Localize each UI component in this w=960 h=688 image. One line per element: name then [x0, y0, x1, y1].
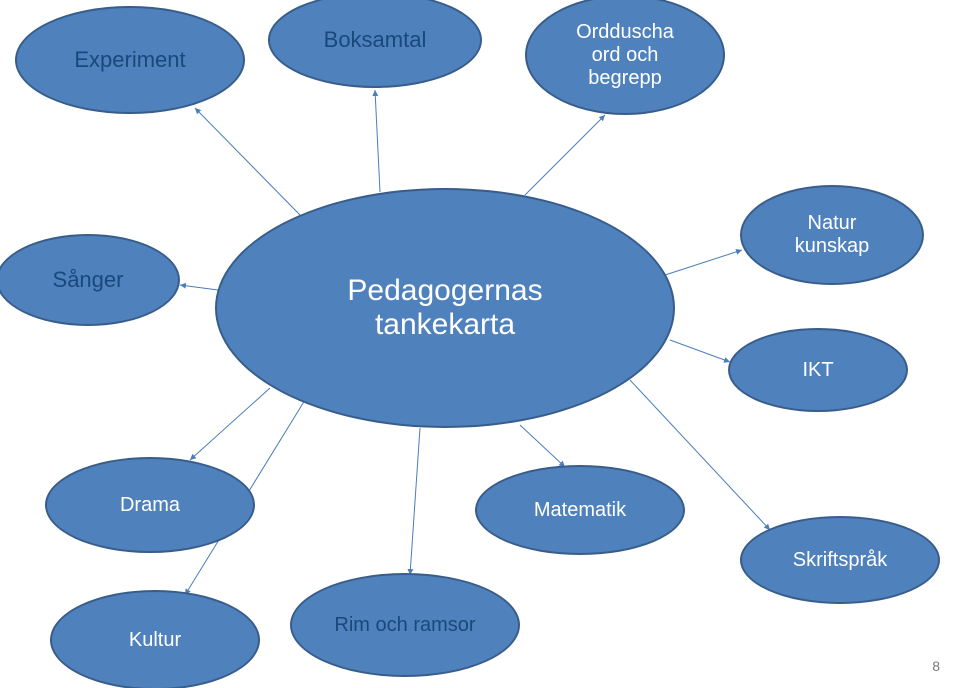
edge-center-ikt — [670, 340, 730, 362]
node-label-matematik: Matematik — [530, 495, 630, 526]
node-kultur: Kultur — [50, 590, 260, 688]
node-rim: Rim och ramsor — [290, 573, 520, 677]
edge-center-drama — [190, 388, 270, 460]
edge-center-experiment — [195, 108, 300, 215]
edge-center-matematik — [520, 425, 565, 467]
node-label-ordduscha: Ordduscha ord och begrepp — [572, 17, 678, 94]
node-ordduscha: Ordduscha ord och begrepp — [525, 0, 725, 115]
node-skriftsprak: Skriftspråk — [740, 516, 940, 604]
node-natur: Natur kunskap — [740, 185, 924, 285]
edge-center-boksamtal — [375, 90, 380, 192]
node-experiment: Experiment — [15, 6, 245, 114]
node-ikt: IKT — [728, 328, 908, 412]
edge-center-ordduscha — [525, 115, 605, 195]
edge-center-rim — [410, 428, 420, 575]
node-matematik: Matematik — [475, 465, 685, 555]
node-label-rim: Rim och ramsor — [330, 610, 479, 641]
node-label-center: Pedagogernas tankekarta — [343, 270, 546, 347]
page-number: 8 — [932, 658, 940, 674]
node-drama: Drama — [45, 457, 255, 553]
mindmap-canvas: Pedagogernas tankekarta Experiment Boksamt… — [0, 0, 960, 688]
node-center: Pedagogernas tankekarta — [215, 188, 675, 428]
node-boksamtal: Boksamtal — [268, 0, 482, 88]
node-label-natur: Natur kunskap — [791, 208, 874, 262]
node-sanger: Sånger — [0, 234, 180, 326]
node-label-skriftsprak: Skriftspråk — [789, 545, 891, 576]
edge-center-sanger — [180, 285, 218, 290]
node-label-ikt: IKT — [798, 355, 837, 386]
node-label-boksamtal: Boksamtal — [320, 23, 431, 56]
node-label-kultur: Kultur — [125, 625, 185, 656]
edge-center-natur — [665, 250, 742, 275]
node-label-sanger: Sånger — [49, 263, 128, 296]
node-label-drama: Drama — [116, 490, 184, 521]
node-label-experiment: Experiment — [70, 43, 189, 76]
